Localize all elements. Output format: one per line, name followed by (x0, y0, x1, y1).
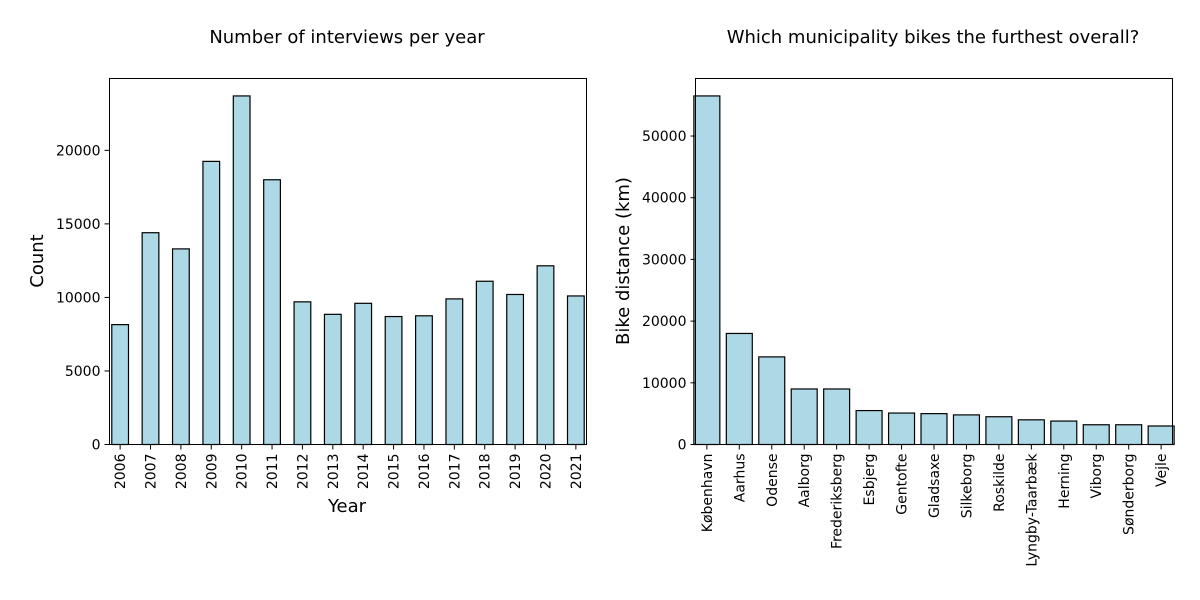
bar-2017 (445, 298, 464, 446)
x-tick-label: Odense (765, 454, 781, 507)
bar-2013 (323, 313, 342, 446)
bar-Aalborg (790, 388, 818, 446)
y-tick-label: 0 (92, 438, 101, 454)
bar-Aarhus (725, 332, 753, 446)
plot-frame (695, 78, 1173, 445)
y-tick-label: 10000 (56, 290, 101, 306)
bar-2011 (263, 179, 282, 446)
bike-distance-chart: Which municipality bikes the furthest ov… (613, 27, 1175, 567)
x-tick-label: Herning (1057, 454, 1073, 509)
x-tick-label: 2020 (538, 454, 554, 490)
x-tick-label: Esbjerg (862, 454, 878, 506)
bars (111, 95, 585, 446)
x-tick-label: Gladsaxe (927, 454, 943, 519)
chart-title: Number of interviews per year (209, 27, 485, 48)
x-tick-label: Aalborg (797, 454, 813, 508)
x-tick-label: Silkeborg (959, 454, 975, 519)
bar-Sønderborg (1115, 424, 1143, 446)
y-tick-label: 10000 (642, 376, 687, 392)
bar-Esbjerg (855, 409, 883, 446)
x-tick-label: 2008 (174, 454, 190, 490)
interviews-per-year-chart: Number of interviews per year Count Year… (27, 27, 587, 517)
bar-Lyngby-Taarbæk (1017, 419, 1045, 446)
y-tick-label: 50000 (642, 129, 687, 145)
y-axis-label: Bike distance (km) (613, 177, 634, 345)
y-tick-label: 20000 (56, 143, 101, 159)
x-tick-label: 2011 (265, 454, 281, 490)
y-axis-label: Count (27, 234, 48, 287)
bar-2018 (475, 280, 494, 446)
bar-2014 (354, 302, 373, 446)
x-tick-label: 2014 (356, 453, 372, 489)
bars (693, 95, 1175, 446)
bar-2020 (536, 265, 555, 446)
bar-2008 (171, 248, 190, 446)
bar-Vejle (1147, 425, 1175, 446)
ticks: 2006 2007 2008 2009 2010 2011 2012 2013 2014 2015… (56, 143, 585, 489)
x-tick-label: København (700, 454, 716, 533)
x-tick-label: 2007 (144, 454, 160, 490)
plot-frame (109, 78, 587, 445)
bar-Silkeborg (952, 414, 981, 446)
x-tick-label: Lyngby-Taarbæk (1024, 453, 1040, 567)
bar-2009 (202, 160, 221, 446)
chart-title: Which municipality bikes the furthest ov… (727, 27, 1140, 48)
x-tick-label: 2010 (235, 454, 251, 490)
x-tick-label: 2015 (387, 454, 403, 490)
bar-Gentofte (887, 412, 916, 446)
bar-2015 (384, 315, 403, 446)
x-tick-label: 2019 (508, 454, 524, 490)
bar-2019 (506, 293, 525, 446)
x-tick-label: Gentofte (895, 454, 911, 515)
bar-Gladsaxe (920, 413, 948, 446)
bar-Roskilde (985, 416, 1013, 446)
x-tick-label: 2018 (478, 454, 494, 490)
x-tick-label: 2012 (295, 454, 311, 490)
x-tick-label: 2013 (326, 454, 342, 490)
y-tick-label: 0 (678, 438, 687, 454)
x-tick-label: Frederiksberg (830, 454, 846, 550)
x-tick-label: Aarhus (732, 454, 748, 503)
x-tick-label: 2009 (204, 454, 220, 490)
x-tick-label: 2006 (113, 453, 129, 489)
x-tick-label: 2016 (417, 453, 433, 489)
y-tick-label: 5000 (65, 364, 101, 380)
bar-Herning (1050, 420, 1078, 446)
bar-2016 (415, 315, 433, 446)
bar-2012 (293, 301, 312, 446)
y-tick-label: 15000 (56, 217, 101, 233)
y-tick-label: 40000 (642, 191, 687, 207)
y-tick-label: 20000 (642, 314, 687, 330)
bar-2007 (141, 232, 160, 446)
bar-Viborg (1082, 424, 1110, 446)
x-axis-label: Year (327, 496, 367, 517)
bar-2006 (111, 324, 130, 446)
bar-Odense (758, 356, 786, 446)
x-tick-label: Vejle (1154, 454, 1170, 488)
x-tick-label: Viborg (1089, 454, 1105, 499)
x-tick-label: 2017 (447, 454, 463, 490)
x-tick-label: Sønderborg (1122, 454, 1138, 535)
ticks: København Aarhus Odense Aalborg Frederiksber… (642, 129, 1170, 567)
x-tick-label: Roskilde (992, 454, 1008, 512)
bar-2021 (566, 295, 585, 446)
bar-2010 (232, 95, 251, 446)
bar-København (693, 95, 721, 446)
x-tick-label: 2021 (569, 454, 585, 490)
bar-Frederiksberg (823, 388, 851, 446)
y-tick-label: 30000 (642, 252, 687, 268)
